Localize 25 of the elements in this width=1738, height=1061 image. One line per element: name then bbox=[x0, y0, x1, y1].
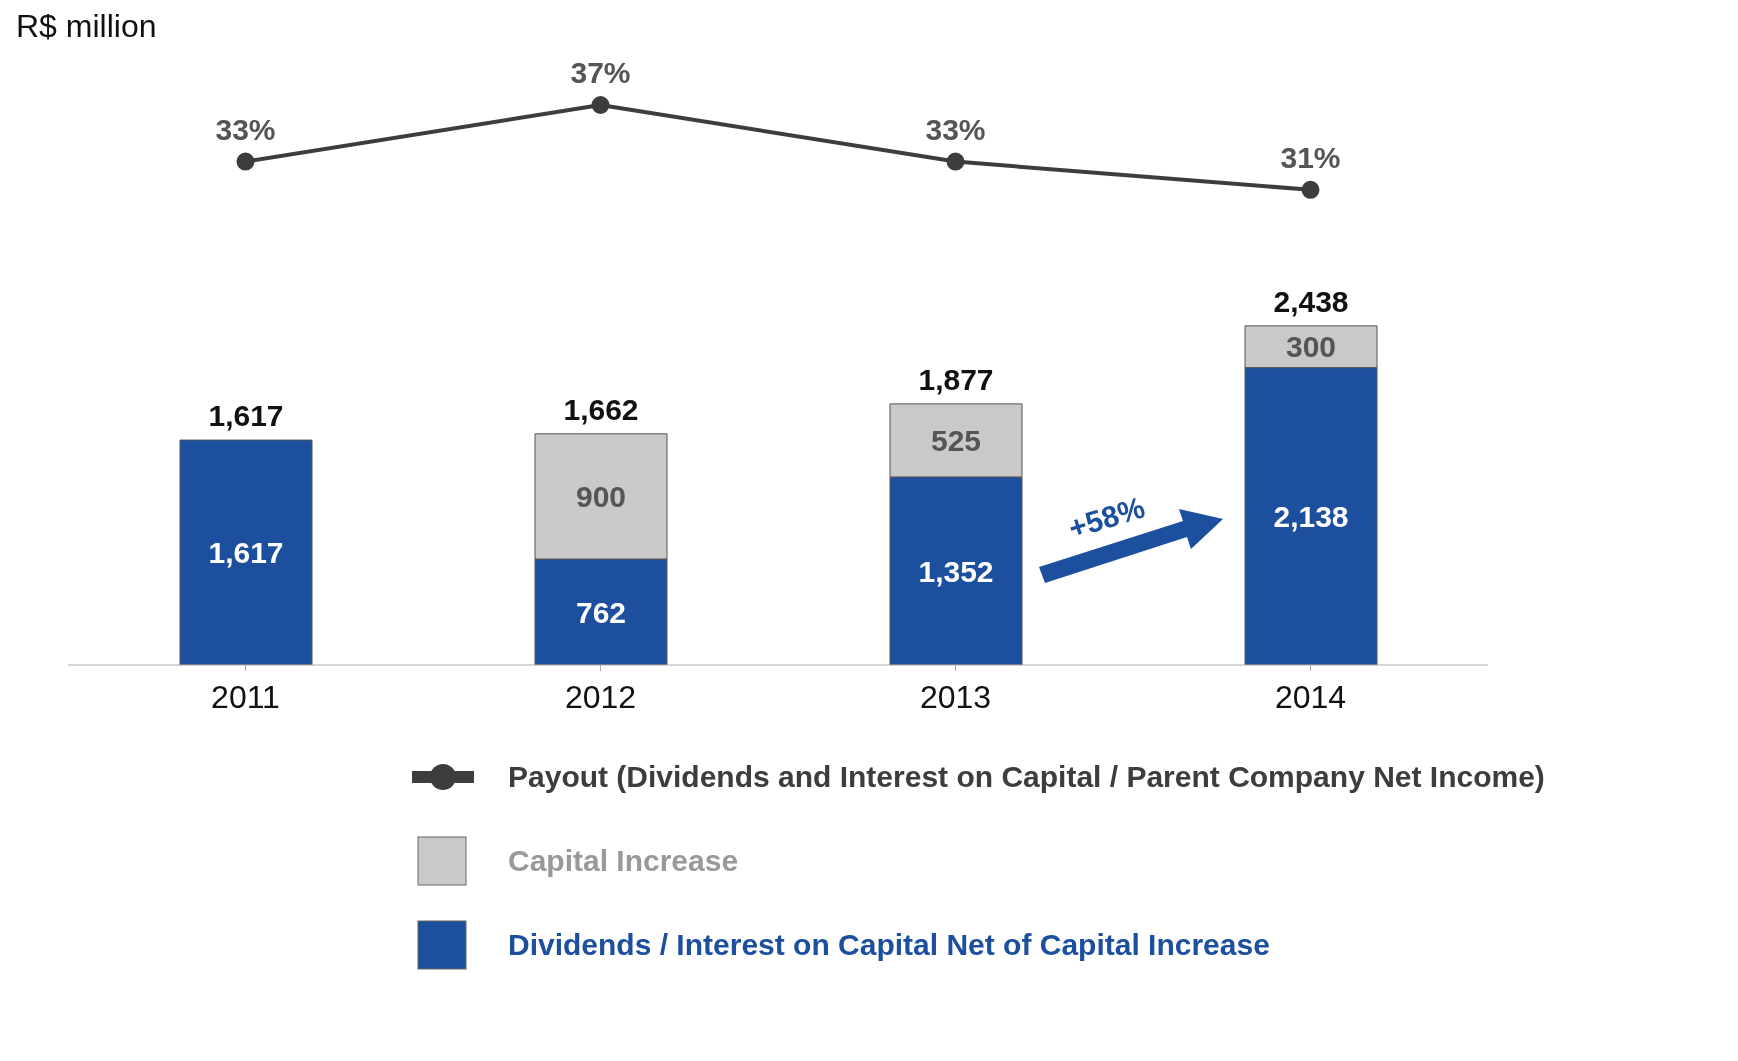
total-label: 1,662 bbox=[563, 392, 639, 426]
total-label: 2,438 bbox=[1273, 284, 1349, 318]
data-label: 2,138 bbox=[1273, 499, 1349, 533]
data-label: 1,352 bbox=[918, 554, 994, 588]
legend-label: Capital Increase bbox=[508, 844, 739, 878]
x-tick-label: 2014 bbox=[1274, 678, 1347, 715]
data-label: 37% bbox=[570, 56, 631, 89]
legend-label: Payout (Dividends and Interest on Capital / Parent Company Net Income) bbox=[508, 760, 1545, 794]
legend-label: Dividends / Interest on Capital Net of Capital Increase bbox=[508, 928, 1270, 962]
data-label: 525 bbox=[930, 424, 982, 458]
data-label: 762 bbox=[575, 595, 627, 629]
x-tick-label: 2011 bbox=[211, 678, 280, 715]
total-label: 1,617 bbox=[208, 399, 284, 433]
data-label: 33% bbox=[925, 112, 986, 146]
x-tick-label: 2013 bbox=[919, 678, 992, 715]
data-label: 900 bbox=[575, 480, 627, 514]
annotation: +58% bbox=[1064, 490, 1149, 546]
bar bbox=[179, 439, 313, 665]
data-label: 300 bbox=[1285, 330, 1337, 364]
data-label: 1,617 bbox=[208, 536, 284, 570]
data-label: 33% bbox=[215, 112, 276, 146]
data-label: 31% bbox=[1280, 140, 1341, 174]
x-tick-label: 2012 bbox=[564, 678, 637, 715]
total-label: 1,877 bbox=[918, 362, 994, 396]
text: R$ million bbox=[16, 8, 158, 45]
